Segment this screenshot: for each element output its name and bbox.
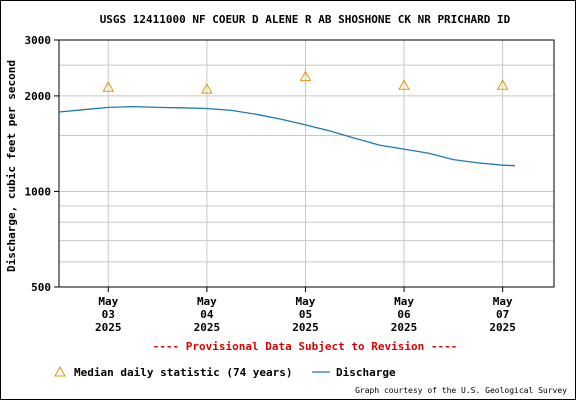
series-layer bbox=[58, 70, 516, 167]
x-tick-label: 07 bbox=[496, 308, 509, 321]
legend-median-label: Median daily statistic (74 years) bbox=[74, 366, 293, 379]
x-tick-label: May bbox=[394, 295, 414, 308]
x-tick-label: 03 bbox=[102, 308, 115, 321]
credit-text: Graph courtesy of the U.S. Geological Su… bbox=[355, 386, 567, 395]
median-marker bbox=[201, 83, 213, 94]
x-axis-ticks: May032025May042025May052025May062025May0… bbox=[95, 287, 516, 334]
y-tick-label: 2000 bbox=[25, 90, 52, 103]
x-tick-label: 2025 bbox=[194, 321, 221, 334]
x-tick-label: 04 bbox=[200, 308, 214, 321]
median-marker bbox=[398, 79, 410, 90]
median-marker bbox=[102, 81, 115, 92]
y-axis-label: Discharge, cubic feet per second bbox=[5, 60, 18, 272]
median-marker bbox=[299, 70, 312, 82]
chart-title: USGS 12411000 NF COEUR D ALENE R AB SHOS… bbox=[100, 13, 511, 26]
x-tick-label: 2025 bbox=[489, 321, 516, 334]
discharge-line bbox=[58, 105, 516, 167]
y-tick-label: 1000 bbox=[25, 185, 52, 198]
x-tick-label: 06 bbox=[397, 308, 411, 321]
legend: Median daily statistic (74 years) Discha… bbox=[54, 365, 396, 379]
x-tick-label: 05 bbox=[299, 308, 312, 321]
x-tick-label: May bbox=[296, 295, 316, 308]
median-marker bbox=[496, 79, 509, 90]
plot-area-border bbox=[58, 39, 555, 288]
legend-discharge-label: Discharge bbox=[336, 366, 396, 379]
legend-triangle-icon bbox=[54, 365, 66, 377]
x-tick-label: 2025 bbox=[391, 321, 418, 334]
y-tick-label: 3000 bbox=[25, 34, 52, 47]
x-tick-label: 2025 bbox=[95, 321, 122, 334]
x-tick-label: May bbox=[98, 295, 118, 308]
x-tick-label: 2025 bbox=[292, 321, 319, 334]
y-axis-ticks: 500 1000 2000 3000 bbox=[25, 34, 59, 294]
x-tick-label: May bbox=[493, 295, 513, 308]
x-tick-label: May bbox=[197, 295, 217, 308]
y-tick-label: 500 bbox=[31, 281, 51, 294]
provisional-note: ---- Provisional Data Subject to Revisio… bbox=[153, 340, 458, 353]
